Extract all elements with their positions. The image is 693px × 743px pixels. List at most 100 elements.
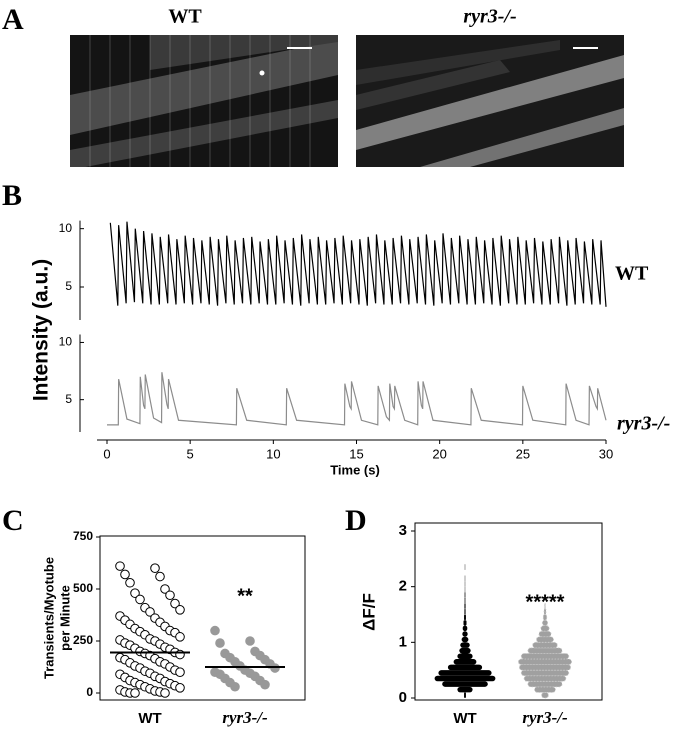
data-point	[135, 594, 145, 605]
data-point	[175, 667, 185, 678]
data-point	[160, 584, 170, 594]
swarm-band	[542, 614, 548, 621]
y-tick-label: 5	[65, 279, 72, 293]
data-point	[210, 625, 220, 636]
y-axis-title: ΔF/F	[359, 593, 378, 631]
swarm-band	[538, 630, 552, 638]
data-point	[230, 681, 240, 692]
x-tick-label: WT	[138, 710, 161, 727]
data-point	[115, 561, 125, 571]
data-point	[175, 632, 185, 642]
swarm-band	[541, 619, 549, 627]
swarm-band	[462, 631, 468, 637]
x-tick-label: 5	[187, 446, 194, 461]
x-tick-label: 20	[432, 446, 446, 461]
swarm-band	[527, 647, 563, 654]
data-point	[175, 605, 185, 615]
swarm-band	[459, 647, 471, 654]
swarm-band	[464, 614, 466, 621]
y-tick-label: 0	[399, 689, 407, 706]
panel-label: D	[345, 504, 367, 537]
swarm-band	[534, 686, 556, 693]
swarm-band	[536, 636, 554, 643]
y-axis-title: Transients/Myotube	[41, 557, 56, 679]
swarm-band	[438, 670, 492, 676]
swarm-band	[532, 641, 558, 649]
trace	[109, 221, 607, 307]
swarm-band	[518, 664, 572, 671]
data-point	[145, 607, 155, 617]
data-point	[245, 636, 255, 646]
y-tick-label: 0	[86, 685, 93, 699]
swarm-band	[457, 686, 473, 693]
data-point	[160, 688, 170, 698]
data-point	[130, 588, 140, 598]
swarm-band	[527, 680, 563, 688]
swarm-band	[464, 692, 466, 698]
y-tick-label: 1	[399, 633, 407, 650]
data-point	[125, 577, 135, 588]
y-tick-label: 500	[73, 581, 93, 595]
annotation: **	[237, 585, 253, 607]
swarm-band	[453, 659, 477, 665]
swarm-band	[520, 653, 570, 660]
x-tick-label: 10	[266, 446, 280, 461]
data-point	[170, 598, 180, 609]
data-point	[260, 679, 270, 690]
swarm-band	[461, 636, 469, 643]
swarm-band	[464, 592, 466, 598]
swarm-band	[442, 681, 488, 687]
image-title: WT	[168, 6, 202, 28]
swarm-band	[540, 625, 550, 632]
data-point	[155, 571, 165, 582]
y-tick-label: 2	[399, 578, 407, 595]
y-tick-label: 10	[59, 221, 73, 235]
data-point	[175, 683, 185, 693]
swarm-band	[463, 620, 467, 626]
y-tick-label: 10	[59, 335, 73, 349]
x-tick-label: 30	[599, 446, 613, 461]
data-point	[150, 563, 160, 574]
plot-frame	[99, 535, 306, 701]
micrograph	[356, 35, 624, 167]
x-tick-label: 0	[103, 446, 110, 461]
y-tick-label: 750	[73, 529, 93, 543]
data-point	[165, 590, 175, 601]
panel-label: B	[2, 179, 22, 212]
y-tick-label: 5	[65, 392, 72, 406]
series-label: ryr3-/-	[617, 413, 670, 435]
x-axis-title: Time (s)	[330, 462, 380, 477]
y-tick-label: 250	[73, 633, 93, 647]
swarm-band	[464, 603, 466, 609]
swarm-band	[544, 602, 546, 610]
panel-label: A	[2, 3, 24, 36]
micrograph	[70, 35, 338, 167]
swarm-band	[464, 597, 466, 604]
swarm-band	[520, 669, 570, 677]
swarm-band	[541, 692, 549, 699]
y-tick-label: 3	[399, 522, 407, 539]
swarm-band	[464, 608, 466, 615]
panel-label: C	[2, 504, 24, 537]
y-axis-title: Intensity (a.u.)	[30, 259, 53, 401]
swarm-band	[523, 675, 567, 682]
data-point	[270, 663, 280, 673]
image-title: ryr3-/-	[463, 6, 516, 28]
series-label: WT	[615, 263, 649, 285]
swarm-band	[434, 675, 496, 682]
annotation: *****	[526, 591, 565, 613]
x-tick-label: 25	[516, 446, 530, 461]
swarm-band	[457, 653, 473, 660]
trace	[107, 372, 607, 426]
x-tick-label: 15	[349, 446, 363, 461]
swarm-band	[462, 625, 468, 632]
swarm-band	[460, 642, 470, 648]
data-point	[120, 569, 130, 580]
data-point	[130, 688, 140, 698]
x-tick-label: ryr3-/-	[522, 708, 568, 727]
x-tick-label: ryr3-/-	[222, 708, 268, 727]
plot-frame	[414, 522, 603, 701]
swarm-band	[518, 658, 573, 665]
swarm-band	[543, 608, 547, 615]
